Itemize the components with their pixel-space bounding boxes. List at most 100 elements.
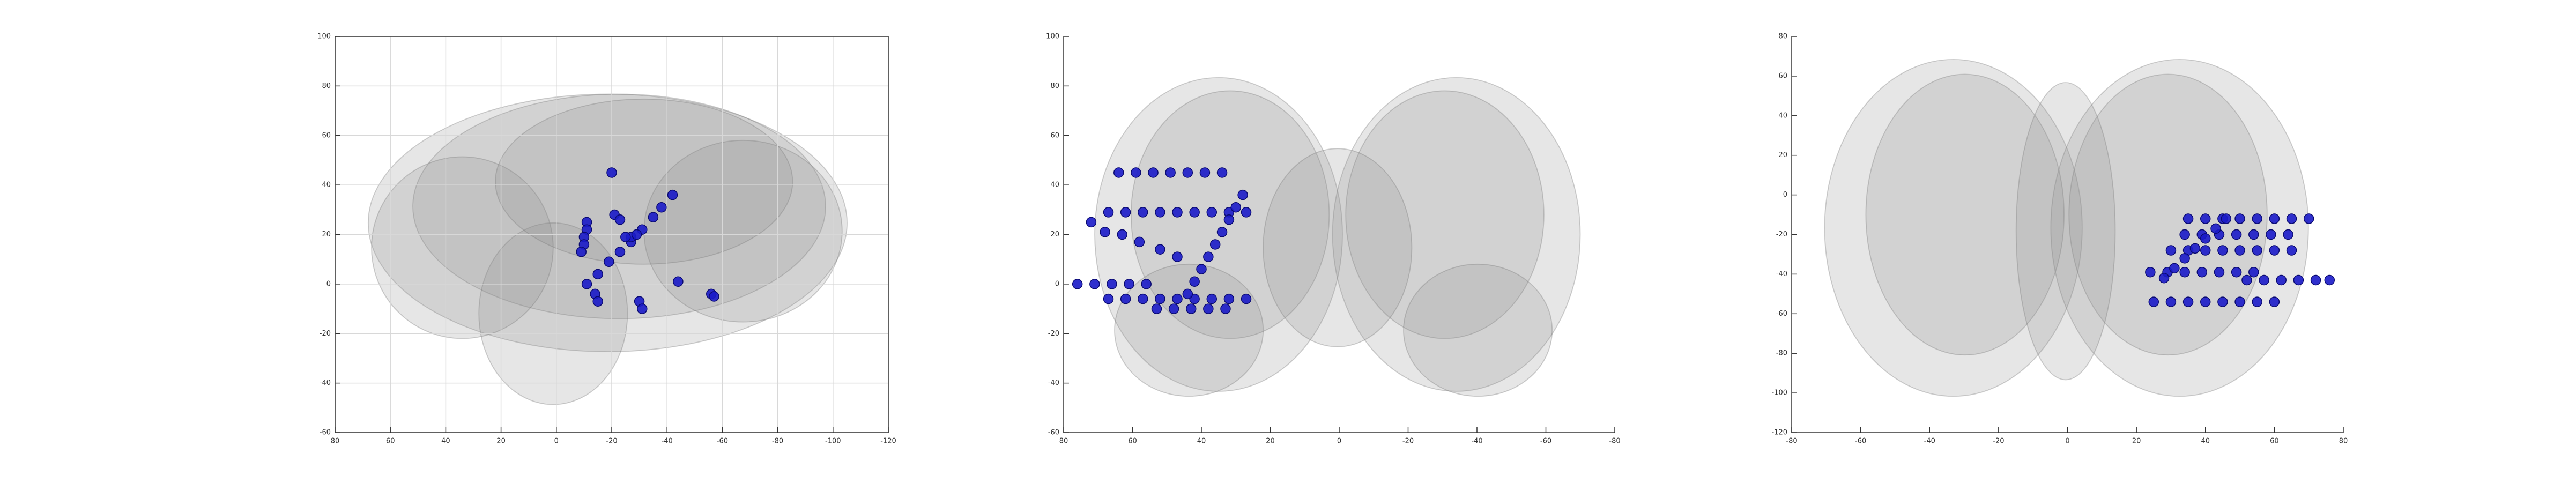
y-tick-label: -60 [320, 429, 331, 437]
x-tick-label: -100 [825, 437, 841, 445]
brain-sagittal [367, 93, 848, 405]
electrode [1199, 167, 1211, 178]
electrode [2259, 274, 2269, 286]
electrode [1131, 167, 1141, 178]
electrode [2169, 263, 2180, 274]
x-tick-label: 40 [2201, 437, 2210, 445]
electrode [1151, 303, 1162, 314]
x-tick-label: -20 [606, 437, 617, 445]
x-tick-label: 60 [2270, 437, 2279, 445]
electrode [1206, 207, 1218, 218]
y-tick-label: 60 [1050, 131, 1059, 139]
y-tick-label: -40 [320, 379, 331, 387]
x-tick-label: -80 [1786, 437, 1797, 445]
y-tick-label: -60 [1048, 429, 1059, 437]
y-tick-label: 20 [1050, 231, 1059, 239]
electrode [2189, 243, 2201, 254]
y-tick-label: -100 [1771, 389, 1787, 397]
electrode [1203, 303, 1214, 314]
electrode [1134, 236, 1145, 248]
electrode [1148, 167, 1159, 178]
electrode [1138, 293, 1148, 304]
electrode [1103, 293, 1114, 304]
x-tick-label: 80 [1059, 437, 1068, 445]
x-tick-label: -80 [1609, 437, 1620, 445]
x-tick-label: -40 [1924, 437, 1935, 445]
electrode [2234, 245, 2245, 256]
x-tick-label: 0 [2065, 437, 2069, 445]
electrode [614, 214, 626, 225]
x-tick-label: -60 [1855, 437, 1866, 445]
y-tick-label: 100 [1046, 33, 1059, 41]
electrode [2200, 296, 2211, 307]
electrode [1138, 207, 1148, 218]
y-tick-label: 80 [1050, 82, 1059, 90]
electrode [2217, 245, 2228, 256]
electrode [1220, 303, 1231, 314]
electrode [1120, 293, 1131, 304]
electrode [667, 189, 678, 200]
electrode [2200, 213, 2211, 224]
electrode [2283, 229, 2293, 240]
electrode [581, 279, 592, 289]
y-tick-label: -80 [1776, 350, 1787, 358]
y-tick-label: -20 [1776, 231, 1787, 239]
electrode [1189, 276, 1200, 287]
electrode [2310, 274, 2321, 286]
electrode [2231, 266, 2242, 278]
electrode [2234, 213, 2245, 224]
x-tick-label: -120 [880, 437, 896, 445]
x-tick-label: 60 [386, 437, 395, 445]
electrode [1103, 207, 1114, 218]
y-tick-label: 40 [1050, 181, 1059, 189]
electrode [2200, 233, 2211, 244]
y-tick-label: 100 [317, 33, 331, 41]
electrode [592, 269, 603, 280]
x-tick-label: 20 [1266, 437, 1275, 445]
electrode [1182, 288, 1193, 300]
y-tick-label: -40 [1776, 270, 1787, 278]
electrode [2324, 274, 2335, 286]
x-tick-label: -20 [1993, 437, 2004, 445]
electrode [1155, 207, 1165, 218]
x-tick-label: -40 [1471, 437, 1482, 445]
electrode [1206, 293, 1218, 304]
electrode [1203, 251, 1214, 262]
electrode [1241, 293, 1252, 304]
electrode [1172, 293, 1183, 304]
x-tick-label: -80 [772, 437, 783, 445]
y-tick-label: -60 [1776, 310, 1787, 318]
electrode [2286, 213, 2297, 224]
electrode [604, 256, 614, 267]
x-tick-label: -40 [662, 437, 673, 445]
x-tick-label: 0 [554, 437, 559, 445]
electrode [2293, 274, 2304, 286]
electrode [2276, 274, 2287, 286]
electrode [1089, 279, 1100, 289]
electrode [1182, 167, 1193, 178]
electrode [1113, 167, 1124, 178]
electrode [2210, 223, 2221, 234]
electrode [1168, 303, 1179, 314]
y-tick-label: 0 [1055, 280, 1059, 288]
y-tick-label: 40 [322, 181, 331, 189]
electrode [2217, 296, 2228, 307]
x-tick-label: 20 [2132, 437, 2141, 445]
electrode [637, 303, 648, 314]
electrode [576, 247, 587, 257]
electrode [2266, 229, 2276, 240]
electrode [1120, 207, 1131, 218]
electrode [1172, 207, 1183, 218]
x-tick-label: 80 [2339, 437, 2348, 445]
electrode [2165, 245, 2177, 256]
electrode [2182, 213, 2194, 224]
x-tick-label: 60 [1128, 437, 1137, 445]
x-tick-label: -60 [717, 437, 728, 445]
electrode [709, 291, 719, 302]
electrode [2145, 266, 2156, 278]
electrode [656, 202, 667, 213]
electrode [2269, 213, 2280, 224]
electrode [2148, 296, 2159, 307]
y-tick-label: 60 [1778, 72, 1787, 80]
